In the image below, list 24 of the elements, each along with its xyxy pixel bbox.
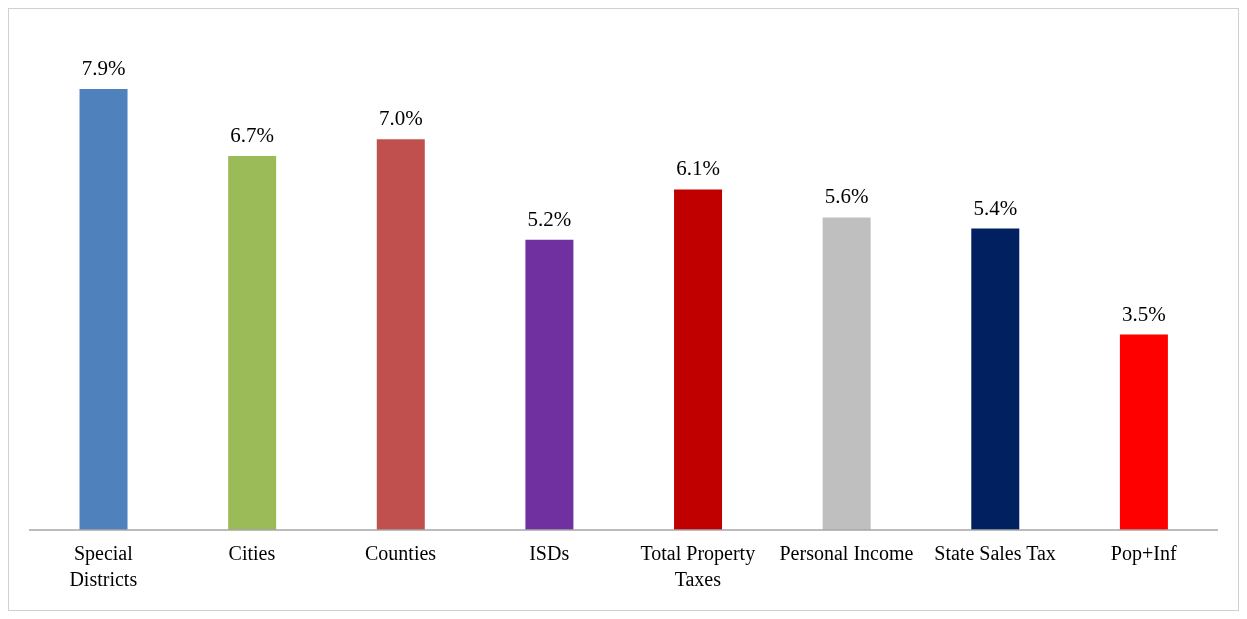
bar bbox=[228, 155, 277, 530]
data-label: 7.0% bbox=[378, 106, 423, 131]
data-label: 3.5% bbox=[1122, 301, 1166, 326]
x-tick-label: Personal Income bbox=[779, 542, 914, 564]
x-tick-label: Pop+Inf bbox=[1110, 542, 1177, 565]
x-tick-label: State Sales Tax bbox=[934, 542, 1056, 564]
bar bbox=[79, 89, 128, 530]
x-tick-label: Counties bbox=[365, 542, 437, 564]
data-label: 5.6% bbox=[824, 184, 869, 209]
bar bbox=[525, 239, 574, 530]
bar bbox=[376, 139, 425, 530]
data-label: 6.1% bbox=[676, 156, 720, 181]
x-tick-label: ISDs bbox=[529, 542, 570, 564]
bar bbox=[971, 228, 1020, 530]
x-tick-label: Special Districts bbox=[69, 542, 138, 590]
bar bbox=[674, 189, 723, 530]
x-tick-label: Cities bbox=[228, 542, 276, 564]
bar bbox=[822, 217, 871, 530]
bar bbox=[1119, 334, 1168, 530]
data-label: 6.7% bbox=[230, 122, 275, 147]
data-label: 5.4% bbox=[973, 195, 1018, 220]
x-tick-label: Total Property Taxes bbox=[640, 542, 756, 590]
data-label: 7.9% bbox=[81, 56, 126, 80]
data-label: 5.2% bbox=[527, 206, 572, 231]
